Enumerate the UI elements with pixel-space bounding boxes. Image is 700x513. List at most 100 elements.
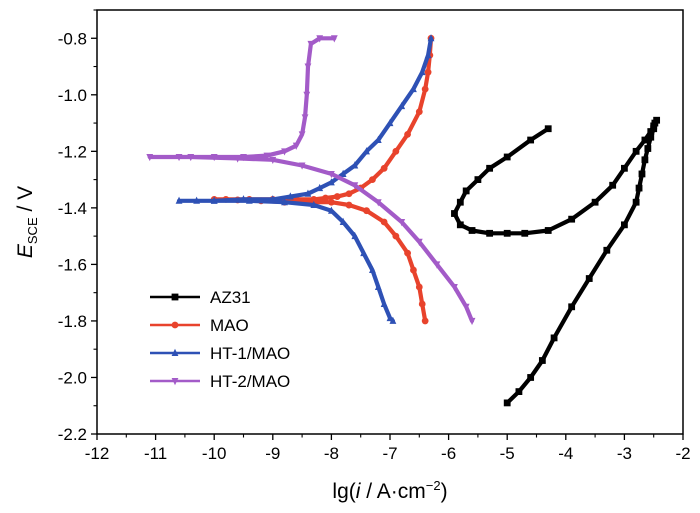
data-point [175,196,183,204]
data-point [333,193,341,200]
y-tick-label: -2.0 [58,368,87,387]
data-point [421,85,429,93]
data-point [171,348,179,356]
legend-item: AZ31 [150,288,251,307]
data-point [451,284,458,292]
series-az31 [451,116,661,407]
y-tick-label: -1.0 [58,86,87,105]
x-tick-label: -11 [144,444,167,463]
x-title-mid: / A·cm [360,480,425,503]
y-axis: -2.2 -2.0 -1.8 -1.6 -1.4 -1.2 -1.0 -0.8 [58,9,97,444]
data-point [374,135,382,144]
x-tick-label: -5 [500,444,515,463]
series-ht-2-mao [146,35,476,326]
data-point [298,162,306,170]
y-title-sub: SCE [25,217,40,244]
data-point [404,249,411,257]
data-point [310,200,318,209]
data-point [345,190,353,198]
data-point [410,84,417,93]
y-axis-title: ESCE / V [14,186,40,258]
data-point [550,334,558,342]
data-point [281,198,288,206]
x-title-end: ) [441,480,448,503]
data-point [486,164,494,172]
data-point [404,130,411,138]
data-point [538,357,546,364]
data-point [339,217,347,225]
legend-item: HT-2/MAO [150,372,290,391]
data-point [286,192,294,200]
data-point [240,153,247,162]
data-point [380,218,388,226]
data-point [462,303,470,311]
data-point [193,196,201,204]
data-point [380,299,388,307]
data-point [621,221,628,229]
x-tick-label: -6 [441,444,456,463]
data-point [451,210,458,217]
data-point [503,229,511,237]
data-point [424,51,432,59]
y-tick-label: -1.8 [58,312,87,331]
data-point [638,170,646,178]
data-point [263,152,271,160]
data-point [585,275,593,282]
series-line [176,36,434,323]
data-point [171,378,179,386]
data-point [632,198,640,206]
data-point [171,293,179,301]
x-tick-label: -9 [265,444,280,463]
data-point [298,131,306,139]
data-point [527,136,535,144]
data-point [310,195,318,203]
legend: AZ31 MAO HT-1/MAO HT-2/MAO [150,288,290,391]
data-point [544,227,552,234]
data-point [591,198,599,206]
data-point [330,35,338,43]
x-tick-label: -4 [558,444,573,463]
x-tick-label: -12 [85,444,110,463]
data-point [187,153,195,162]
data-point [322,194,329,202]
legend-label: HT-2/MAO [210,372,290,391]
data-point [609,181,617,189]
x-axis-title: lg(i / A·cm−2) [332,478,447,503]
data-point [171,321,179,329]
data-point [304,63,312,71]
data-point [641,156,649,164]
data-point [398,219,406,227]
data-point [374,199,382,207]
data-point [433,261,441,269]
data-point [603,246,611,254]
data-point [328,206,335,214]
legend-label: AZ31 [210,288,251,307]
x-tick-label: -10 [202,444,227,463]
data-point [303,91,311,99]
legend-item: MAO [150,316,249,335]
data-point [339,169,347,177]
y-title-italic: E [14,243,37,258]
y-title-end: / V [14,186,37,218]
data-point [389,316,397,324]
data-point [363,147,370,155]
data-point [328,198,335,206]
x-tick-label: -7 [382,444,397,463]
data-point [386,118,394,127]
data-point [301,114,309,122]
data-point [621,164,628,172]
data-point [392,147,400,155]
data-point [421,317,429,325]
y-tick-label: -1.4 [58,199,87,218]
data-point [328,170,335,179]
data-point [415,108,423,116]
data-point [651,119,659,127]
x-axis: -12 -11 -10 -9 -8 -7 -6 -5 -4 -3 -2 [85,434,691,463]
data-point [146,153,154,162]
data-point [398,101,406,110]
y-tick-label: -2.2 [58,425,87,444]
data-point [316,35,324,43]
x-title-main: lg( [332,480,355,503]
data-point [360,248,368,257]
